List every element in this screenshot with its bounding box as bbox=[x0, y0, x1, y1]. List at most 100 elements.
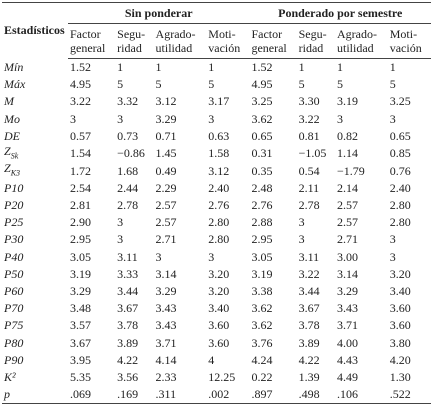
table-cell: 0.81 bbox=[298, 128, 320, 143]
table-cell: 3.14 bbox=[155, 266, 177, 281]
table-cell: 0.54 bbox=[298, 163, 320, 178]
table-cell: 2.57 bbox=[336, 215, 358, 230]
table-cell: 0.63 bbox=[208, 128, 230, 143]
table-cell: .106 bbox=[334, 385, 388, 405]
row-label-text: P50 bbox=[4, 266, 24, 281]
table-cell: 2.88 bbox=[251, 215, 273, 230]
table-cell: 2.57 bbox=[336, 198, 358, 212]
table-cell: 2.57 bbox=[155, 198, 177, 212]
table-cell: 3 bbox=[389, 232, 396, 247]
table-cell: .069 bbox=[68, 385, 116, 405]
table-row: P10 2.54 2.44 2.29 2.40 2.48 2.11 2.14 2.40 bbox=[2, 180, 431, 197]
column-row: Factor general Segu-ridad Agrado-utilidad Mo… bbox=[2, 23, 431, 59]
table-cell: 3.62 bbox=[251, 318, 273, 333]
table-cell: 5 bbox=[298, 77, 305, 92]
table-row: P80 3.67 3.89 3.71 3.60 3.76 3.89 4.00 3.80 bbox=[2, 334, 431, 351]
row-label: P75 bbox=[2, 317, 68, 334]
table-cell: 1 bbox=[336, 60, 343, 75]
table-cell: 2.76 bbox=[208, 198, 230, 212]
row-label-text: P10 bbox=[4, 180, 24, 195]
table-cell: 3 bbox=[389, 111, 396, 126]
row-label-text: P25 bbox=[4, 215, 24, 230]
table-cell: 1 bbox=[298, 60, 305, 75]
table-cell: 1.72 bbox=[70, 163, 91, 178]
column-header-line: general bbox=[70, 41, 106, 55]
table-cell: 2.78 bbox=[117, 198, 139, 212]
table-cell: 3.76 bbox=[251, 335, 273, 350]
column-header-line: Moti- bbox=[389, 27, 418, 41]
table-cell: 3.17 bbox=[208, 94, 230, 109]
table-cell: 3.78 bbox=[298, 318, 320, 333]
table-cell: 5 bbox=[155, 77, 162, 92]
column-header: Agrado-utilidad bbox=[153, 23, 207, 59]
table-cell: .522 bbox=[387, 385, 431, 405]
table-row: ZSk 1.54 −0.86 1.45 1.58 0.31 −1.05 1.14 0.85 bbox=[2, 143, 431, 162]
table-cell: 2.48 bbox=[251, 180, 273, 195]
row-label: P25 bbox=[2, 214, 68, 231]
table-cell: 0.82 bbox=[336, 128, 358, 143]
table-cell: 1 bbox=[389, 60, 396, 75]
column-header: Factor general bbox=[68, 23, 116, 59]
table-cell: 4.22 bbox=[298, 352, 320, 367]
table-body: Mín 1.52 1 1 1 1.52 1 1 1 Máx 4.95 5 5 5 4.95 5 5 5 M 3.22 3… bbox=[2, 59, 431, 405]
table-cell: 3.67 bbox=[298, 301, 320, 316]
column-header: Segu-ridad bbox=[296, 23, 335, 59]
table-cell: 2.78 bbox=[298, 198, 320, 212]
table-cell: 2.71 bbox=[155, 232, 177, 247]
table-head: Estadísticos Sin ponderar Ponderado por … bbox=[2, 2, 431, 59]
table-cell: 3.89 bbox=[117, 335, 139, 350]
table-cell: 3 bbox=[117, 232, 124, 247]
table-cell: 3.25 bbox=[251, 94, 273, 109]
column-header-line: Factor bbox=[70, 27, 101, 41]
table-row: P70 3.48 3.67 3.43 3.40 3.62 3.67 3.43 3.60 bbox=[2, 300, 431, 317]
table-cell: 5 bbox=[336, 77, 343, 92]
row-label-text: P40 bbox=[4, 249, 24, 264]
table-cell: 5 bbox=[208, 77, 215, 92]
table-cell: 0.57 bbox=[70, 128, 91, 143]
table-cell: 2.57 bbox=[155, 215, 177, 230]
table-row: p .069.169.311.002.897.498.106.522 bbox=[2, 385, 431, 405]
table-row: P30 2.95 3 2.71 2.80 2.95 3 2.71 3 bbox=[2, 231, 431, 248]
row-label: P80 bbox=[2, 334, 68, 351]
table-row: M 3.22 3.32 3.12 3.17 3.25 3.30 3.19 3.25 bbox=[2, 93, 431, 110]
table-cell: 1.30 bbox=[389, 369, 411, 384]
table-cell: .498 bbox=[296, 385, 335, 405]
row-label: Mín bbox=[2, 59, 68, 77]
table-cell: 3 bbox=[117, 215, 124, 230]
table-cell: 2.71 bbox=[336, 232, 358, 247]
table-cell: 4.20 bbox=[389, 352, 411, 367]
table-cell: 3.05 bbox=[251, 249, 273, 264]
column-header-line: Agrado- bbox=[336, 27, 377, 41]
table-cell: 2.54 bbox=[70, 180, 91, 195]
table-cell: 3.43 bbox=[155, 301, 177, 316]
row-label-text: P60 bbox=[4, 283, 24, 298]
table-cell: .897 bbox=[249, 385, 297, 405]
table-cell: 4.49 bbox=[336, 369, 358, 384]
table-row: Mín 1.52 1 1 1 1.52 1 1 1 bbox=[2, 59, 431, 77]
column-header: Agrado-utilidad bbox=[334, 23, 388, 59]
table-cell: 3.29 bbox=[336, 283, 358, 298]
corner-header: Estadísticos bbox=[2, 2, 68, 59]
table-cell: 0.35 bbox=[251, 163, 273, 178]
table-cell: 3.62 bbox=[251, 301, 273, 316]
row-label-text: Z bbox=[4, 143, 11, 158]
row-label-text: p bbox=[4, 387, 10, 402]
table-cell: 3.57 bbox=[70, 318, 91, 333]
table-cell: 2.44 bbox=[117, 180, 139, 195]
table-row: K² 5.35 3.56 2.33 12.25 0.22 1.39 4.49 1.30 bbox=[2, 369, 431, 386]
table-cell: 3.12 bbox=[155, 94, 177, 109]
table-cell: 2.80 bbox=[208, 232, 230, 247]
table-cell: 3.20 bbox=[208, 266, 230, 281]
table-cell: 3.43 bbox=[155, 318, 177, 333]
table-cell: 2.11 bbox=[298, 180, 320, 195]
table-cell: 4.95 bbox=[251, 77, 273, 92]
table-cell: 2.14 bbox=[336, 180, 358, 195]
row-label: p bbox=[2, 385, 68, 405]
table-cell: 3.19 bbox=[336, 94, 358, 109]
table-cell: 5.35 bbox=[70, 369, 91, 384]
table-cell: 2.80 bbox=[208, 215, 230, 230]
row-label-text: Máx bbox=[4, 77, 26, 92]
table-cell: 3 bbox=[389, 249, 396, 264]
row-label: M bbox=[2, 93, 68, 110]
row-label: P50 bbox=[2, 266, 68, 283]
